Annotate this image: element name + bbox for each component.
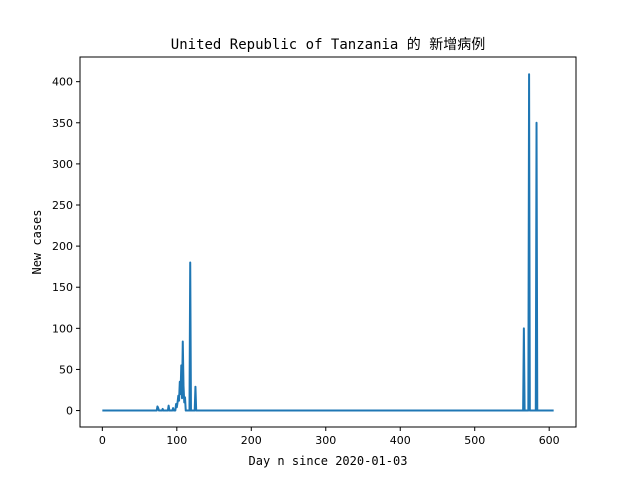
y-tick-label: 0: [66, 405, 73, 418]
plot-frame: [79, 56, 577, 428]
y-axis: 0 50 100 150 200 250 300 350 400: [52, 76, 80, 418]
x-tick-label: 100: [166, 434, 187, 447]
series-line-new-cases: [102, 73, 554, 412]
y-tick-label: 250: [52, 199, 73, 212]
x-tick-label: 300: [315, 434, 336, 447]
y-tick-label: 50: [59, 363, 73, 376]
x-tick-label: 0: [99, 434, 106, 447]
y-tick-label: 300: [52, 158, 73, 171]
x-axis: 0 100 200 300 400 500 600: [99, 427, 560, 447]
y-tick-label: 150: [52, 281, 73, 294]
x-tick-label: 400: [390, 434, 411, 447]
y-axis-label: New cases: [30, 209, 44, 274]
y-tick-label: 400: [52, 76, 73, 89]
x-tick-label: 500: [464, 434, 485, 447]
x-tick-label: 600: [539, 434, 560, 447]
y-tick-label: 350: [52, 117, 73, 130]
x-axis-label: Day n since 2020-01-03: [249, 454, 408, 468]
x-tick-label: 200: [241, 434, 262, 447]
y-tick-label: 200: [52, 240, 73, 253]
chart-title: United Republic of Tanzania 的 新增病例: [171, 37, 485, 53]
y-tick-label: 100: [52, 322, 73, 335]
